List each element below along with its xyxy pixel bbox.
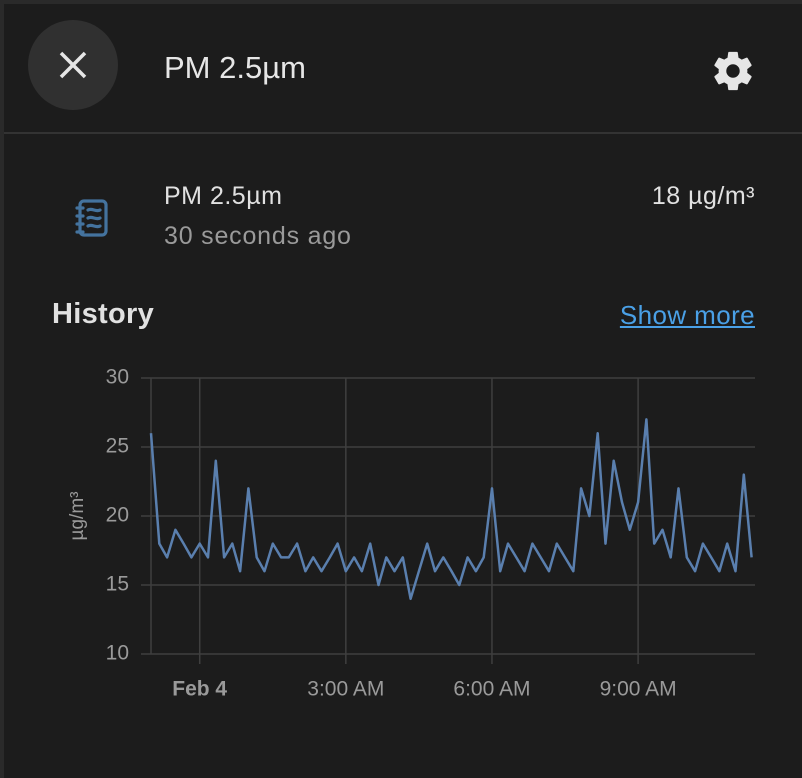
y-tick-label: 30 xyxy=(106,366,129,389)
divider xyxy=(4,132,802,134)
x-tick-label: 6:00 AM xyxy=(453,678,530,701)
history-line xyxy=(149,418,753,601)
entity-state: 18 µg/m³ xyxy=(651,182,755,210)
dialog-title: PM 2.5µm xyxy=(164,50,306,85)
close-button[interactable] xyxy=(28,20,118,110)
history-heading: History xyxy=(52,298,155,330)
y-tick-label: 15 xyxy=(106,573,129,596)
last-changed: 30 seconds ago xyxy=(164,222,352,250)
x-tick-label: 3:00 AM xyxy=(307,678,384,701)
close-icon xyxy=(59,51,87,79)
y-tick-label: 10 xyxy=(106,642,129,665)
entity-name: PM 2.5µm xyxy=(164,182,283,210)
gear-icon xyxy=(714,51,752,91)
y-tick-label: 25 xyxy=(106,435,129,458)
x-tick-label: 9:00 AM xyxy=(600,678,677,701)
y-axis-label: µg/m³ xyxy=(67,492,88,541)
show-more-link[interactable]: Show more xyxy=(619,300,755,330)
x-tick-label: Feb 4 xyxy=(172,678,227,701)
y-tick-label: 20 xyxy=(106,504,129,527)
entity-icon xyxy=(75,199,108,237)
settings-button[interactable] xyxy=(710,48,756,94)
